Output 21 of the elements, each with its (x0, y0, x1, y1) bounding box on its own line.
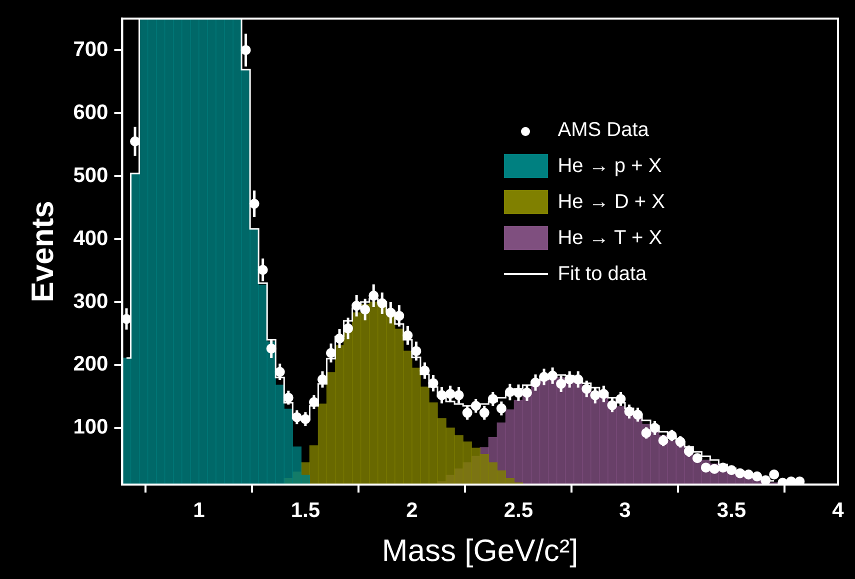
x-axis-title: Mass [GeV/c²] (382, 532, 578, 568)
y-axis-title: Events (25, 200, 60, 302)
y-tick-label: 400 (73, 226, 108, 250)
x-tick-label: 3 (619, 498, 631, 522)
y-tick-label: 200 (73, 352, 108, 376)
legend-label: AMS Data (558, 118, 649, 143)
legend-label: He → D + X (558, 190, 665, 215)
y-tick-label: 300 (73, 290, 108, 313)
x-tick-label: 1 (193, 498, 206, 522)
legend-label: He → T + X (558, 226, 662, 251)
legend-label: He → p + X (558, 154, 662, 179)
x-tick-label: 4 (832, 498, 844, 522)
x-tick-label: 3.5 (716, 498, 746, 522)
y-tick-label: 100 (73, 416, 108, 439)
x-tick-label: 2 (406, 498, 418, 522)
x-tick-label: 2.5 (504, 498, 534, 522)
y-tick-label: 700 (73, 38, 108, 61)
legend-label: Fit to data (558, 262, 647, 287)
y-tick-label: 500 (73, 164, 108, 187)
x-tick-label: 1.5 (290, 498, 320, 522)
y-tick-label: 600 (73, 100, 108, 124)
